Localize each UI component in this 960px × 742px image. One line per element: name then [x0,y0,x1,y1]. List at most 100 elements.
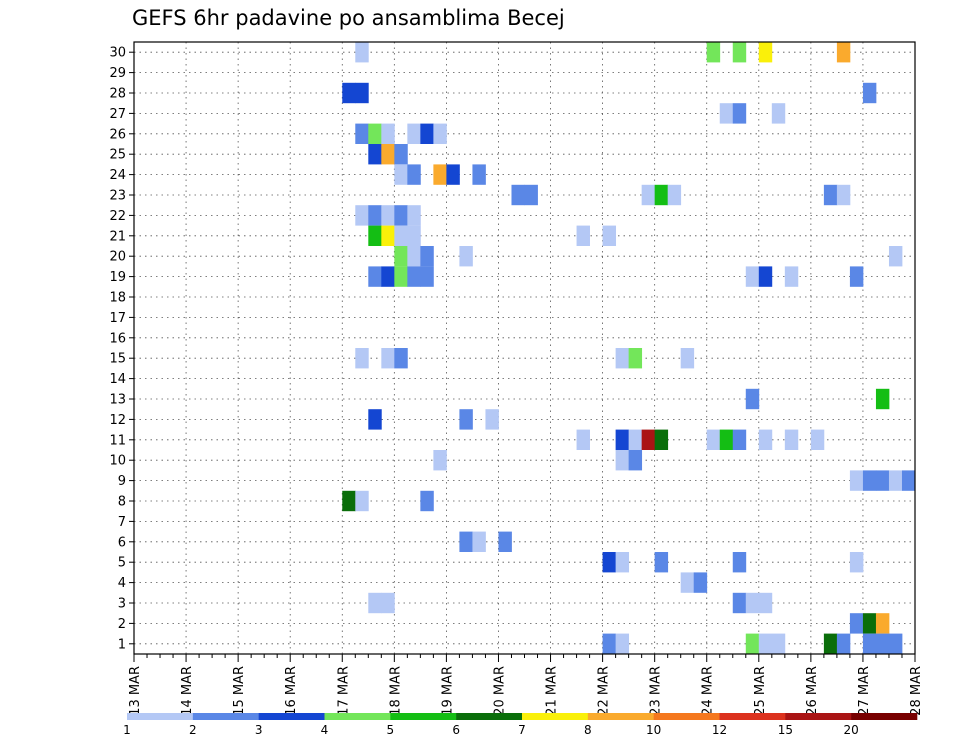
precip-cell [407,246,421,267]
y-tick-label: 7 [118,515,126,530]
x-tick-label: 17 MAR [336,666,351,716]
x-tick-label: 23 MAR [649,666,664,716]
y-tick-label: 13 [109,393,126,408]
precip-cell [719,429,734,450]
precip-cell [628,429,643,450]
y-tick-label: 20 [109,250,126,265]
precip-cell [368,266,382,287]
precip-cell [459,531,473,552]
y-tick-label: 5 [118,556,126,571]
y-tick-label: 16 [109,331,126,346]
precip-cell [394,246,408,267]
precip-cell [433,164,447,185]
y-tick-label: 30 [109,46,126,61]
x-tick-label: 14 MAR [180,666,195,716]
precip-cell [758,429,773,450]
precip-cell [615,450,630,471]
precip-cell [888,470,903,491]
x-axis: 13 MAR 14 MAR 15 MAR 16 MAR 17 MAR 18 MAR 19 M… [128,654,924,716]
precip-cell [875,470,890,491]
legend-label: 15 [778,723,793,737]
legend-swatch [653,713,720,720]
legend-label: 7 [518,723,526,737]
y-axis: 1234567891011121314151617181920212223242… [109,46,134,652]
precip-cell [420,123,434,144]
precip-cell [420,246,434,267]
precip-cell [771,103,786,124]
precip-cell [745,592,760,614]
legend-swatch [851,713,918,720]
precip-cell [706,42,721,63]
precip-cell [576,429,590,450]
y-tick-label: 17 [109,311,126,326]
legend-swatch [719,713,786,720]
precip-cell [823,633,838,654]
legend-swatch [192,713,259,720]
legend-swatch [390,713,457,720]
legend-swatch [587,713,654,720]
precip-cell [407,164,421,185]
precip-cell [862,82,877,104]
precip-cell [381,123,395,144]
precip-cell [732,103,747,124]
y-tick-label: 26 [109,127,126,142]
precip-cell [732,42,747,63]
precip-cell [355,123,369,144]
precip-cell [654,429,669,450]
legend-label: 1 [123,723,131,737]
x-tick-label: 28 MAR [909,666,924,716]
y-tick-label: 23 [109,189,126,204]
precip-cell [472,164,486,185]
legend-label: 4 [321,723,329,737]
y-tick-label: 14 [109,372,126,387]
y-tick-label: 12 [109,413,126,428]
precip-cell [732,429,747,450]
precip-cell [901,470,916,491]
precip-cell [485,409,499,430]
precip-cell [719,103,734,124]
y-tick-label: 27 [109,107,126,122]
precip-cell [355,205,369,226]
precip-cell [849,552,864,573]
precip-cell [433,123,447,144]
precip-cell [368,205,382,226]
y-tick-label: 15 [109,352,126,367]
precip-cell [784,266,799,287]
legend-label: 3 [255,723,263,737]
legend-swatch [456,713,523,720]
precip-cell [459,409,473,430]
cells-layer [342,42,916,654]
precip-cell [810,429,825,450]
legend-swatch [258,713,325,720]
precip-cell [381,266,395,287]
precip-cell [745,266,760,287]
grid-layer [133,42,916,654]
y-tick-label: 18 [109,291,126,306]
y-tick-label: 9 [118,474,126,489]
y-tick-label: 6 [118,535,126,550]
legend-swatch [127,713,194,720]
precip-cell [368,123,382,144]
precip-cell [732,592,747,614]
precip-cell [381,205,395,226]
legend-swatch [785,713,852,720]
precip-cell [888,633,903,654]
x-tick-label: 20 MAR [492,666,507,716]
precip-cell [420,490,434,512]
precip-cell [381,144,395,165]
x-tick-label: 16 MAR [284,666,299,716]
y-tick-label: 1 [118,637,126,652]
precip-cell [407,205,421,226]
precip-cell [342,82,356,104]
precip-cell [355,82,369,104]
precip-cell [849,266,864,287]
legend-label: 20 [844,723,859,737]
precip-cell [641,184,656,206]
precip-cell [628,348,643,369]
precip-cell [394,205,408,226]
precip-cell [745,633,760,654]
precip-cell [394,266,408,287]
precip-cell [602,552,617,573]
precip-cell [381,348,395,369]
precip-cell [394,225,408,246]
